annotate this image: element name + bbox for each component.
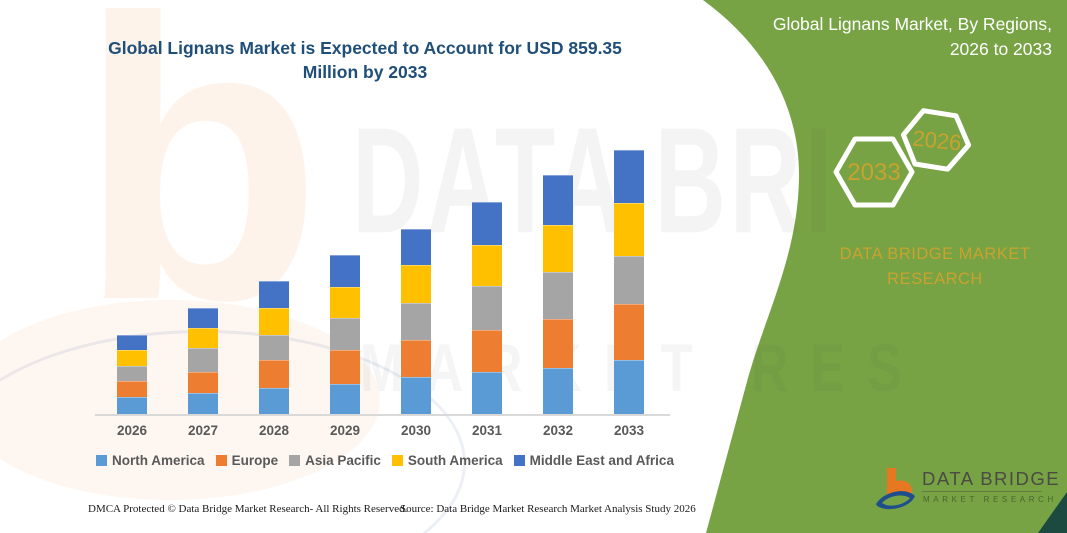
hexagon-2026 bbox=[900, 108, 972, 172]
panel-title-line2: 2026 to 2033 bbox=[949, 39, 1052, 59]
hexagon-2033-label: 2033 bbox=[847, 159, 900, 186]
bar-segment-asia-pacific bbox=[543, 271, 573, 320]
bar-segment-asia-pacific bbox=[614, 256, 644, 305]
bar-2031 bbox=[472, 201, 502, 414]
x-axis-label-2029: 2029 bbox=[329, 423, 361, 438]
panel-title: Global Lignans Market, By Regions, 2026 … bbox=[740, 12, 1052, 62]
x-axis-label-2031: 2031 bbox=[471, 423, 503, 438]
legend-label: Asia Pacific bbox=[305, 453, 381, 468]
bar-segment-south-america bbox=[188, 328, 218, 349]
bar-segment-north-america bbox=[543, 368, 573, 414]
brand-wordmark-line2: RESEARCH bbox=[887, 270, 983, 288]
x-axis-label-2032: 2032 bbox=[542, 423, 574, 438]
brand-wordmark: DATA BRIDGE MARKET RESEARCH bbox=[820, 242, 1050, 292]
bar-2028 bbox=[259, 281, 289, 414]
bar-2032 bbox=[543, 175, 573, 414]
bar-segment-north-america bbox=[117, 396, 147, 414]
bar-2030 bbox=[401, 228, 431, 414]
bar-segment-south-america bbox=[117, 350, 147, 367]
legend-label: North America bbox=[112, 453, 205, 468]
bar-segment-north-america bbox=[614, 359, 644, 414]
legend-label: Middle East and Africa bbox=[529, 453, 674, 468]
bar-segment-asia-pacific bbox=[401, 303, 431, 341]
bar-2029 bbox=[330, 254, 360, 414]
stacked-bar-plot: 2026 2027 2028 2029 2030 2031 2032 2033 bbox=[116, 150, 645, 438]
legend-item-middle-east-and-africa: Middle East and Africa bbox=[513, 453, 674, 468]
legend-item-south-america: South America bbox=[391, 453, 503, 468]
logo-divider bbox=[922, 491, 1042, 492]
bar-segment-north-america bbox=[188, 393, 218, 414]
bar-segment-asia-pacific bbox=[188, 348, 218, 372]
legend-label: South America bbox=[407, 453, 503, 468]
chart-title: Global Lignans Market is Expected to Acc… bbox=[85, 36, 645, 84]
green-panel-path bbox=[703, 0, 1067, 533]
legend-swatch-icon bbox=[289, 455, 301, 466]
brand-wordmark-line1: DATA BRIDGE MARKET bbox=[839, 245, 1031, 263]
footer-dmca: DMCA Protected © Data Bridge Market Rese… bbox=[88, 503, 408, 515]
bar-segment-europe bbox=[614, 304, 644, 360]
legend-label: Europe bbox=[231, 453, 279, 468]
bar-segment-south-america bbox=[543, 224, 573, 272]
bar-segment-asia-pacific bbox=[259, 335, 289, 360]
bar-segment-middle-east-and-africa bbox=[330, 254, 360, 288]
logo-b-icon bbox=[876, 468, 915, 510]
bar-segment-north-america bbox=[259, 387, 289, 414]
bar-segment-north-america bbox=[472, 371, 502, 414]
bar-2026 bbox=[117, 334, 147, 414]
bar-segment-middle-east-and-africa bbox=[259, 281, 289, 308]
x-axis-label-2033: 2033 bbox=[613, 423, 645, 438]
bar-2027 bbox=[188, 307, 218, 414]
bar-segment-middle-east-and-africa bbox=[614, 150, 644, 203]
hexagon-2033 bbox=[833, 136, 915, 208]
corner-dark-triangle bbox=[1038, 492, 1067, 533]
chart-legend: North America Europe Asia Pacific South Ame… bbox=[90, 453, 680, 468]
bar-segment-middle-east-and-africa bbox=[188, 307, 218, 329]
hexagon-2026-label: 2026 bbox=[911, 126, 962, 156]
bar-segment-asia-pacific bbox=[117, 366, 147, 382]
x-axis-line bbox=[95, 414, 670, 416]
bar-segment-north-america bbox=[401, 377, 431, 414]
bar-segment-middle-east-and-africa bbox=[401, 228, 431, 266]
bar-segment-asia-pacific bbox=[472, 285, 502, 330]
x-axis-label-2030: 2030 bbox=[400, 423, 432, 438]
bar-segment-south-america bbox=[401, 265, 431, 304]
bar-segment-south-america bbox=[330, 287, 360, 319]
bar-segment-north-america bbox=[330, 383, 360, 414]
bar-segment-europe bbox=[543, 319, 573, 369]
bar-segment-south-america bbox=[472, 245, 502, 286]
x-axis-label-2028: 2028 bbox=[258, 423, 290, 438]
bar-segment-middle-east-and-africa bbox=[472, 201, 502, 246]
legend-swatch-icon bbox=[513, 455, 525, 466]
legend-swatch-icon bbox=[391, 455, 403, 466]
bar-segment-europe bbox=[188, 371, 218, 394]
legend-item-asia-pacific: Asia Pacific bbox=[289, 453, 381, 468]
logo-subtitle: MARKET RESEARCH bbox=[923, 495, 1057, 504]
bar-segment-south-america bbox=[614, 202, 644, 256]
bar-segment-europe bbox=[117, 381, 147, 397]
x-axis-label-2027: 2027 bbox=[187, 423, 219, 438]
logo-name: DATA BRIDGE bbox=[922, 468, 1061, 489]
bar-segment-middle-east-and-africa bbox=[117, 334, 147, 351]
legend-item-north-america: North America bbox=[96, 453, 205, 468]
chart-title-line1: Global Lignans Market is Expected to Acc… bbox=[108, 38, 622, 58]
legend-swatch-icon bbox=[96, 455, 108, 466]
bar-segment-europe bbox=[472, 329, 502, 372]
footer-source: Source: Data Bridge Market Research Mark… bbox=[400, 503, 696, 515]
bar-segment-south-america bbox=[259, 307, 289, 336]
bar-segment-europe bbox=[401, 340, 431, 378]
bar-segment-europe bbox=[330, 349, 360, 384]
legend-item-europe: Europe bbox=[215, 453, 279, 468]
bar-segment-middle-east-and-africa bbox=[543, 175, 573, 225]
legend-swatch-icon bbox=[215, 455, 227, 466]
panel-title-line1: Global Lignans Market, By Regions, bbox=[772, 14, 1052, 34]
bar-2033 bbox=[614, 150, 644, 414]
bar-segment-europe bbox=[259, 359, 289, 388]
x-axis-label-2026: 2026 bbox=[116, 423, 148, 438]
chart-title-line2: Million by 2033 bbox=[302, 62, 428, 82]
bar-segment-asia-pacific bbox=[330, 318, 360, 350]
